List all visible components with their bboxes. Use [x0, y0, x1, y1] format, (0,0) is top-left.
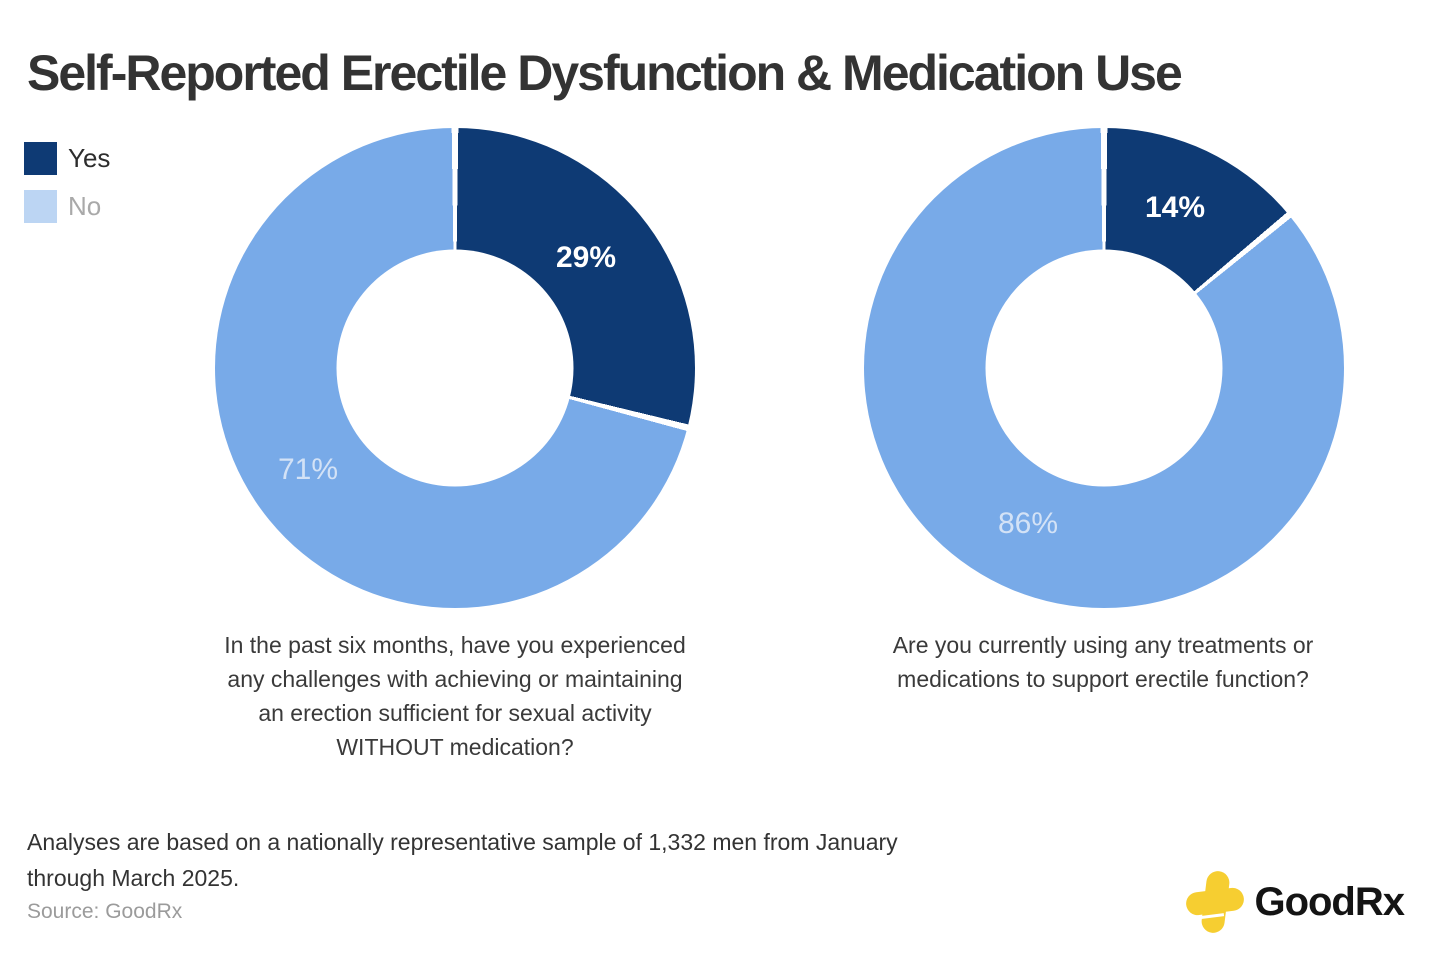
chart-question-ed-experience: In the past six months, have you experie… [150, 628, 760, 764]
slice-label-no: 86% [997, 507, 1059, 540]
caption-line: medications to support erectile function… [897, 666, 1309, 692]
source-attribution: Source: GoodRx [27, 900, 183, 923]
chart-question-medication-use: Are you currently using any treatments o… [808, 628, 1398, 696]
donut-chart-ed-experience: 29% 71% [215, 128, 695, 608]
plus-icon [1185, 869, 1246, 935]
donut-chart-medication-use: 14% 86% [864, 128, 1344, 608]
caption-line: WITHOUT medication? [336, 734, 574, 760]
legend-label-no: No [68, 190, 102, 221]
caption-line: Are you currently using any treatments o… [892, 632, 1314, 658]
slice-label-yes: 29% [555, 241, 617, 274]
donut-hole [985, 249, 1223, 487]
footnote-line: Analyses are based on a nationally repre… [27, 829, 898, 855]
page-title: Self-Reported Erectile Dysfunction & Med… [27, 44, 1183, 101]
legend-item-yes: Yes [24, 140, 110, 176]
slice-label-no: 71% [277, 453, 339, 486]
goodrx-logo-text: GoodRx [1254, 879, 1405, 924]
goodrx-logo: GoodRx [1185, 869, 1405, 935]
caption-line: an erection sufficient for sexual activi… [258, 700, 652, 726]
caption-line: any challenges with achieving or maintai… [227, 666, 683, 692]
methodology-note: Analyses are based on a nationally repre… [27, 824, 898, 896]
legend-label-yes: Yes [68, 142, 111, 173]
footnote-line: through March 2025. [27, 865, 240, 891]
legend-swatch-yes [24, 141, 57, 175]
legend: Yes No [24, 140, 110, 236]
plus-icon-horizontal-bar [1185, 886, 1246, 917]
legend-item-no: No [24, 188, 110, 224]
caption-line: In the past six months, have you experie… [224, 632, 686, 658]
donut-hole [336, 249, 574, 487]
slice-label-yes: 14% [1144, 191, 1206, 224]
legend-swatch-no [24, 189, 57, 223]
